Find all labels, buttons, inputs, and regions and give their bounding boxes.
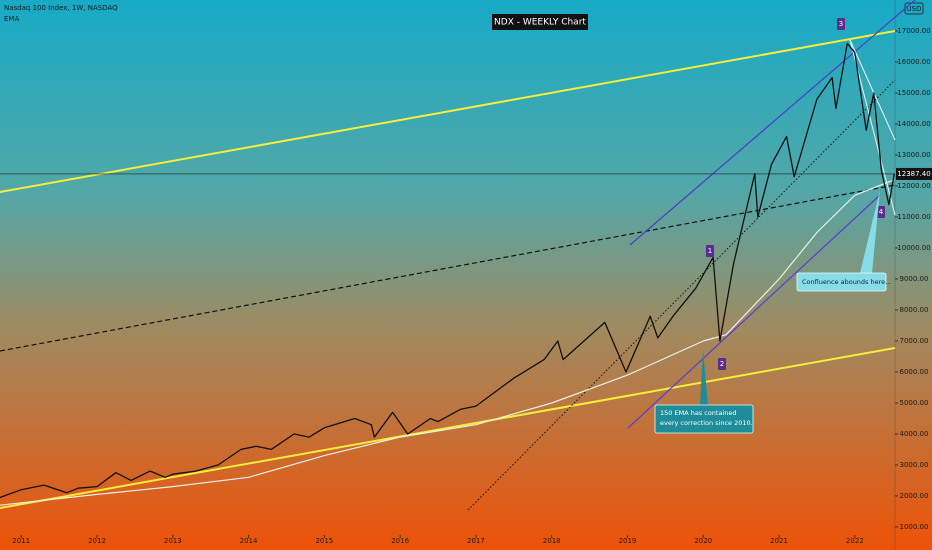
title-box <box>492 14 588 30</box>
callout-text: every correction since 2010. <box>660 419 753 427</box>
trendline <box>0 347 896 509</box>
chart-title: NDX - WEEKLY Chart <box>494 18 586 28</box>
last-price-box <box>896 167 932 180</box>
legend-series: Nasdaq 100 Index, 1W, NASDAQ <box>4 4 118 12</box>
y-tick-label: 17000.00 <box>897 27 930 35</box>
trendline <box>629 0 916 246</box>
x-tick-label: 2018 <box>543 537 561 545</box>
y-tick-label: 1000.00 <box>900 523 929 531</box>
marker-box <box>706 245 714 257</box>
x-tick-label: 2011 <box>12 537 30 545</box>
y-tick-label: 15000.00 <box>897 89 930 97</box>
marker-label: 4 <box>879 208 884 216</box>
trendline <box>627 194 881 429</box>
y-tick-label: 9000.00 <box>900 275 929 283</box>
marker-box <box>837 18 845 30</box>
y-tick-label: 12000.00 <box>897 182 930 190</box>
x-tick-label: 2014 <box>240 537 258 545</box>
x-tick-label: 2016 <box>391 537 409 545</box>
x-tick-label: 2022 <box>846 537 864 545</box>
marker-box <box>718 358 726 370</box>
callout-box <box>654 404 754 434</box>
y-tick-label: 5000.00 <box>900 399 929 407</box>
marker-box <box>877 206 885 218</box>
x-tick-label: 2021 <box>770 537 788 545</box>
y-tick-label: 2000.00 <box>900 492 929 500</box>
y-tick-label: 11000.00 <box>897 213 930 221</box>
callout-text: Confluence abounds here... <box>802 278 891 286</box>
series-line <box>0 42 895 499</box>
trendline <box>467 79 896 511</box>
callout-pointer <box>860 190 880 273</box>
x-tick-label: 2012 <box>88 537 106 545</box>
series-line <box>0 179 895 506</box>
y-tick-label: 7000.00 <box>900 337 929 345</box>
last-price-label: 12387.40 <box>897 170 930 178</box>
x-tick-label: 2015 <box>315 537 333 545</box>
legend-indicator: EMA <box>4 15 19 23</box>
y-tick-label: 10000.00 <box>897 244 930 252</box>
marker-label: 1 <box>708 247 712 255</box>
x-tick-label: 2017 <box>467 537 485 545</box>
callout-pointer <box>700 350 708 405</box>
y-tick-label: 4000.00 <box>900 430 929 438</box>
currency: USD <box>907 5 922 13</box>
marker-label: 3 <box>839 20 843 28</box>
y-tick-label: 3000.00 <box>900 461 929 469</box>
y-tick-label: 14000.00 <box>897 120 930 128</box>
y-tick-label: 13000.00 <box>897 151 930 159</box>
callout-box <box>796 272 887 292</box>
y-tick-label: 8000.00 <box>900 306 929 314</box>
y-tick-label: 16000.00 <box>897 58 930 66</box>
trendline <box>0 30 896 193</box>
marker-label: 2 <box>720 360 724 368</box>
y-tick-label: 6000.00 <box>900 368 929 376</box>
x-tick-label: 2013 <box>164 537 182 545</box>
callout-text: 150 EMA has contained <box>660 409 737 417</box>
x-tick-label: 2020 <box>694 537 712 545</box>
x-tick-label: 2019 <box>619 537 637 545</box>
trendline <box>849 39 896 141</box>
